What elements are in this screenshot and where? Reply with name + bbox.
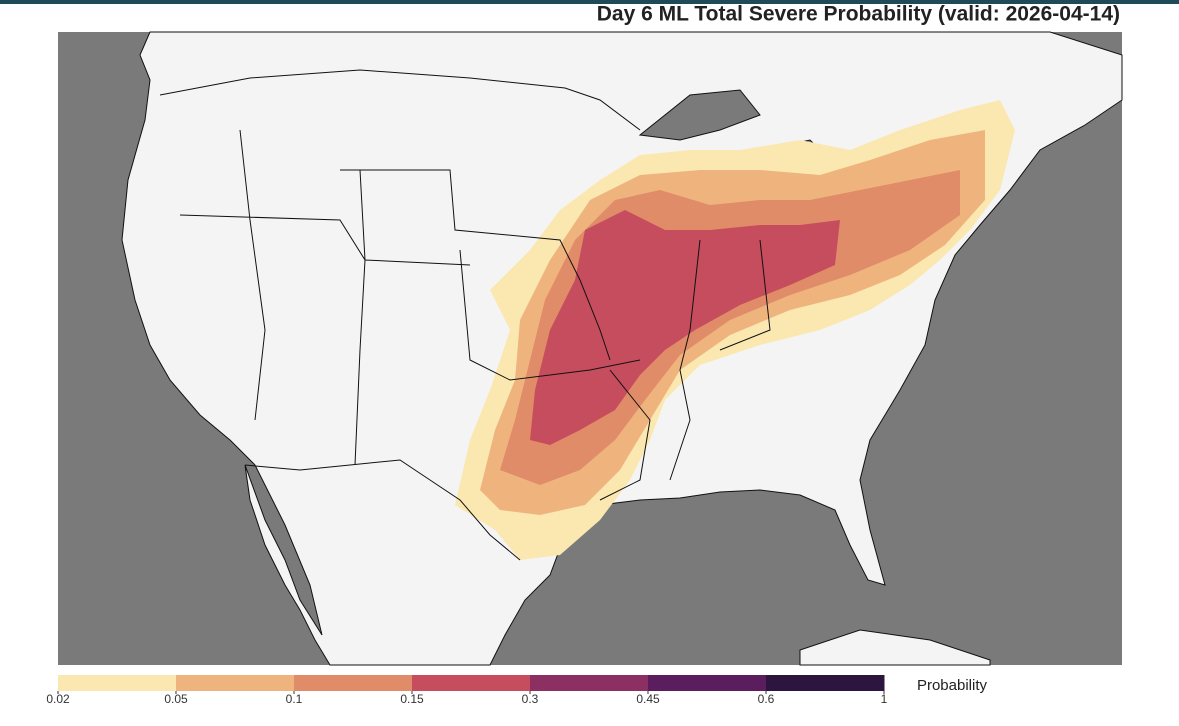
colorbar-segment <box>530 675 649 691</box>
colorbar-segment <box>766 675 885 691</box>
prob-areas <box>455 100 1015 560</box>
map <box>58 31 1123 666</box>
colorbar-segment <box>58 675 177 691</box>
colorbar-segment <box>176 675 295 691</box>
colorbar-tick-label: 0.02 <box>46 692 70 706</box>
colorbar-label: Probability <box>917 677 988 694</box>
colorbar-segment <box>648 675 767 691</box>
map-title: Day 6 ML Total Severe Probability (valid… <box>597 3 1120 26</box>
colorbar: Probability 0.02 0.05 0.1 0.15 0.3 0.45 0.6 1 <box>46 675 988 706</box>
colorbar-segment <box>294 675 413 691</box>
colorbar-tick-label: 0.05 <box>164 692 188 706</box>
colorbar-tick-label: 1 <box>881 692 888 706</box>
top-bar <box>0 0 1179 4</box>
colorbar-tick-label: 0.6 <box>758 692 775 706</box>
colorbar-tick-label: 0.3 <box>522 692 539 706</box>
borders <box>159 69 771 561</box>
cuba <box>799 629 991 666</box>
colorbar-tick-label: 0.45 <box>636 692 660 706</box>
colorbar-tick-label: 0.1 <box>286 692 303 706</box>
colorbar-segment <box>412 675 531 691</box>
colorbar-tick-label: 0.15 <box>400 692 424 706</box>
